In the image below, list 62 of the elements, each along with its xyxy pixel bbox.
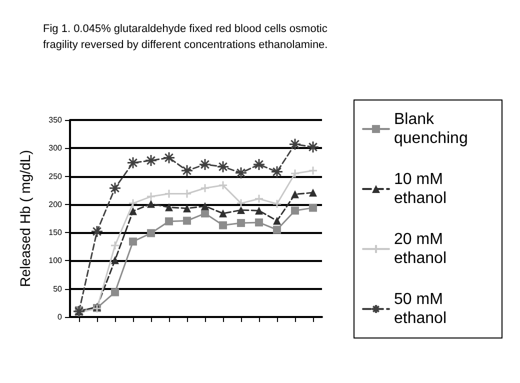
y-tick-label: 50 (53, 284, 63, 294)
point (198, 158, 212, 171)
legend-label: 50 mM ethanol (394, 291, 448, 327)
point (201, 202, 209, 210)
point (183, 204, 191, 212)
point (108, 182, 122, 194)
point (306, 140, 320, 154)
point (128, 198, 138, 208)
legend-label: Blank quenching (394, 111, 468, 147)
point (219, 221, 227, 230)
point (144, 154, 158, 167)
y-axis-title: Released Hb ( mg/dL) (17, 150, 33, 287)
point (90, 225, 104, 238)
point (129, 207, 137, 216)
point (291, 206, 299, 215)
point (272, 199, 282, 209)
point (273, 226, 281, 234)
point (147, 229, 155, 238)
y-tick-label: 200 (48, 200, 63, 209)
point (183, 216, 191, 225)
point (129, 238, 137, 246)
point (111, 288, 119, 296)
point (201, 209, 209, 218)
point (219, 209, 227, 218)
point (309, 204, 317, 212)
point (309, 188, 317, 197)
point (111, 256, 119, 264)
y-tick-label: 150 (48, 228, 63, 238)
point (162, 151, 176, 164)
point (147, 200, 155, 208)
y-tick-label: 300 (48, 144, 63, 153)
point (236, 198, 246, 208)
legend-label: 20 mM ethanol (394, 231, 448, 267)
chart-title: Fig 1. 0.045% glutaraldehyde fixed red blood cells osmotic fragility reversed by different concentrations ethanolamine. (43, 23, 328, 51)
point (165, 203, 173, 212)
point (291, 190, 299, 198)
y-tick-label: 100 (48, 256, 63, 266)
point (273, 216, 281, 225)
point (237, 219, 245, 228)
point (218, 180, 228, 190)
point (216, 160, 230, 173)
point (146, 192, 156, 202)
legend-label: 10 mM ethanol (394, 171, 448, 207)
point (254, 194, 264, 204)
point (126, 156, 140, 170)
y-tick-label: 350 (48, 116, 63, 124)
y-tick-label: 250 (48, 172, 63, 181)
point (290, 168, 300, 178)
point (308, 166, 318, 176)
point (110, 240, 120, 250)
point (200, 183, 210, 193)
point (234, 166, 248, 180)
point (255, 206, 263, 215)
point (165, 217, 173, 226)
point (255, 218, 263, 226)
point (270, 166, 284, 178)
point (252, 158, 266, 171)
point (72, 305, 86, 318)
point (288, 138, 302, 150)
point (237, 206, 245, 214)
point (180, 164, 194, 177)
y-tick-label: 0 (58, 312, 63, 322)
